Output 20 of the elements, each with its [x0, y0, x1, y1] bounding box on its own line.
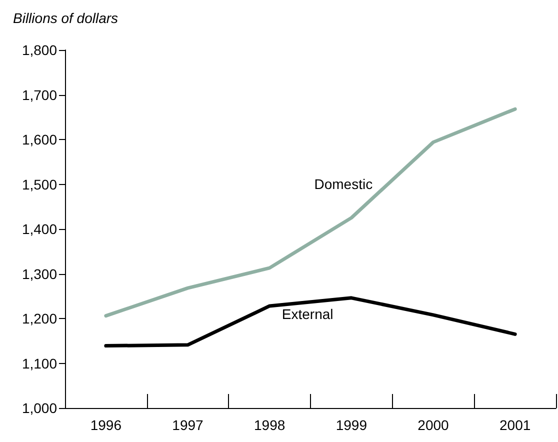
x-tick-label: 2001: [500, 417, 531, 433]
x-tick-label: 1996: [90, 417, 122, 433]
y-tick-label: 1,200: [22, 310, 58, 326]
line-series: [104, 107, 517, 318]
y-tick-label: 1,800: [22, 42, 58, 58]
y-tick-label: 1,700: [22, 86, 58, 103]
y-tick-label: 1,000: [22, 400, 58, 416]
x-tick-label: 1998: [254, 417, 286, 433]
x-tick-label: 2000: [418, 417, 450, 433]
chart-title: Billions of dollars: [13, 10, 118, 26]
series-label: External: [282, 306, 334, 322]
x-tick-label: 1997: [172, 417, 204, 433]
y-tick-label: 1,300: [22, 266, 58, 282]
y-tick-label: 1,600: [22, 132, 58, 148]
line-series: [104, 296, 517, 348]
x-tick-label: 1999: [336, 417, 368, 433]
y-tick-label: 1,500: [22, 176, 58, 192]
y-tick-label: 1,100: [22, 355, 58, 372]
y-tick-label: 1,400: [22, 221, 58, 237]
series-label: Domestic: [314, 176, 373, 192]
